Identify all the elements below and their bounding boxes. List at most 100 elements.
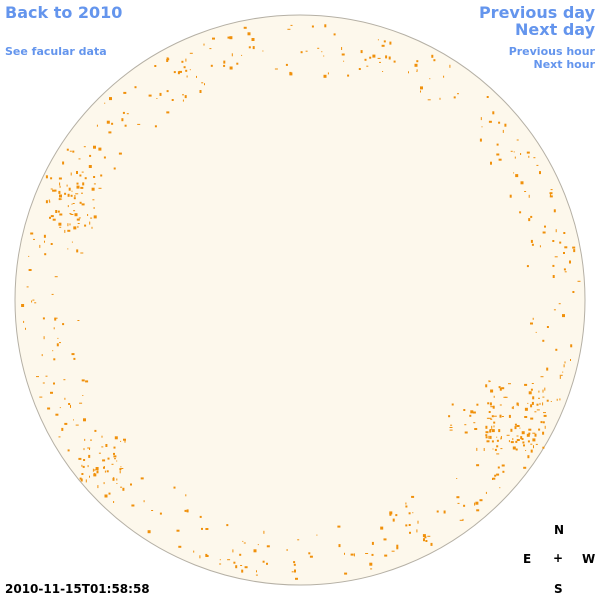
facula (247, 32, 251, 36)
facula (89, 221, 91, 225)
facula (493, 425, 495, 428)
facula (562, 371, 564, 373)
facular-link[interactable]: See facular data (5, 45, 107, 58)
previous-hour-link[interactable]: Previous hour (508, 45, 595, 58)
facula (81, 464, 83, 467)
facula (539, 245, 541, 248)
facula (123, 438, 126, 441)
facula (210, 64, 213, 67)
facula (384, 554, 388, 557)
facula (295, 577, 298, 580)
facula (69, 213, 72, 215)
facula (23, 320, 25, 323)
facula (80, 478, 83, 482)
facula (528, 432, 531, 435)
facula (491, 440, 494, 443)
facula (489, 435, 492, 439)
facula (116, 460, 118, 462)
facula (123, 91, 127, 94)
facula (236, 62, 239, 65)
facula (57, 210, 60, 213)
facula (534, 433, 537, 437)
facula (344, 572, 348, 575)
facula (474, 428, 478, 430)
facula (59, 342, 61, 344)
facula (67, 248, 69, 250)
facula (516, 402, 519, 406)
facula (223, 60, 226, 64)
next-day-link[interactable]: Next day (515, 20, 595, 39)
facula (515, 448, 518, 451)
facula (530, 215, 533, 218)
facula (516, 425, 520, 427)
facula (492, 111, 495, 115)
facula (496, 473, 500, 476)
next-hour-link[interactable]: Next hour (533, 58, 596, 71)
facula (196, 75, 197, 78)
facula (205, 528, 209, 530)
facula (59, 226, 62, 228)
facula (535, 331, 537, 333)
facula (494, 448, 497, 451)
back-link[interactable]: Back to 2010 (5, 3, 123, 22)
facula (58, 177, 62, 180)
previous-day-link[interactable]: Previous day (478, 3, 595, 22)
facula (85, 479, 87, 483)
facula (235, 565, 238, 569)
facula (531, 383, 534, 384)
facula (573, 249, 576, 253)
facula (391, 550, 395, 552)
facula (370, 568, 373, 570)
facula (343, 60, 345, 62)
facula (443, 510, 446, 514)
facula (116, 478, 118, 481)
facula (542, 402, 544, 406)
facula (177, 71, 180, 75)
facula (527, 440, 530, 443)
facula (485, 434, 488, 437)
facula (52, 350, 54, 352)
facula (469, 414, 472, 417)
facula (516, 435, 519, 437)
facula (121, 468, 124, 469)
facula (119, 468, 122, 471)
facula (393, 60, 396, 63)
facula (122, 111, 125, 114)
facula (531, 243, 534, 246)
facula (62, 161, 65, 165)
facula (77, 320, 80, 321)
facula (28, 269, 32, 271)
facula (305, 50, 308, 52)
facula (523, 444, 525, 447)
facula (53, 327, 55, 330)
facula (62, 323, 65, 326)
facula (448, 415, 451, 418)
facula (559, 375, 561, 379)
facula (369, 562, 373, 566)
facula (414, 63, 418, 67)
facula (74, 195, 76, 197)
facula (377, 57, 381, 59)
facula (521, 431, 525, 435)
facula (232, 549, 234, 553)
facula (364, 58, 367, 61)
facula (563, 232, 566, 234)
facula (479, 499, 483, 502)
facula (87, 465, 89, 468)
facula (498, 158, 502, 161)
facula (416, 529, 418, 533)
facula (300, 51, 303, 54)
facula (59, 194, 62, 198)
facula (423, 538, 425, 542)
facula (83, 448, 85, 451)
facula (54, 276, 58, 278)
facula (528, 194, 530, 198)
facula (50, 188, 53, 190)
facula (57, 337, 59, 339)
facula (59, 182, 61, 186)
facula (425, 540, 428, 542)
facula (436, 510, 439, 513)
facula (43, 336, 45, 340)
facula (66, 148, 69, 151)
facula (189, 69, 191, 71)
